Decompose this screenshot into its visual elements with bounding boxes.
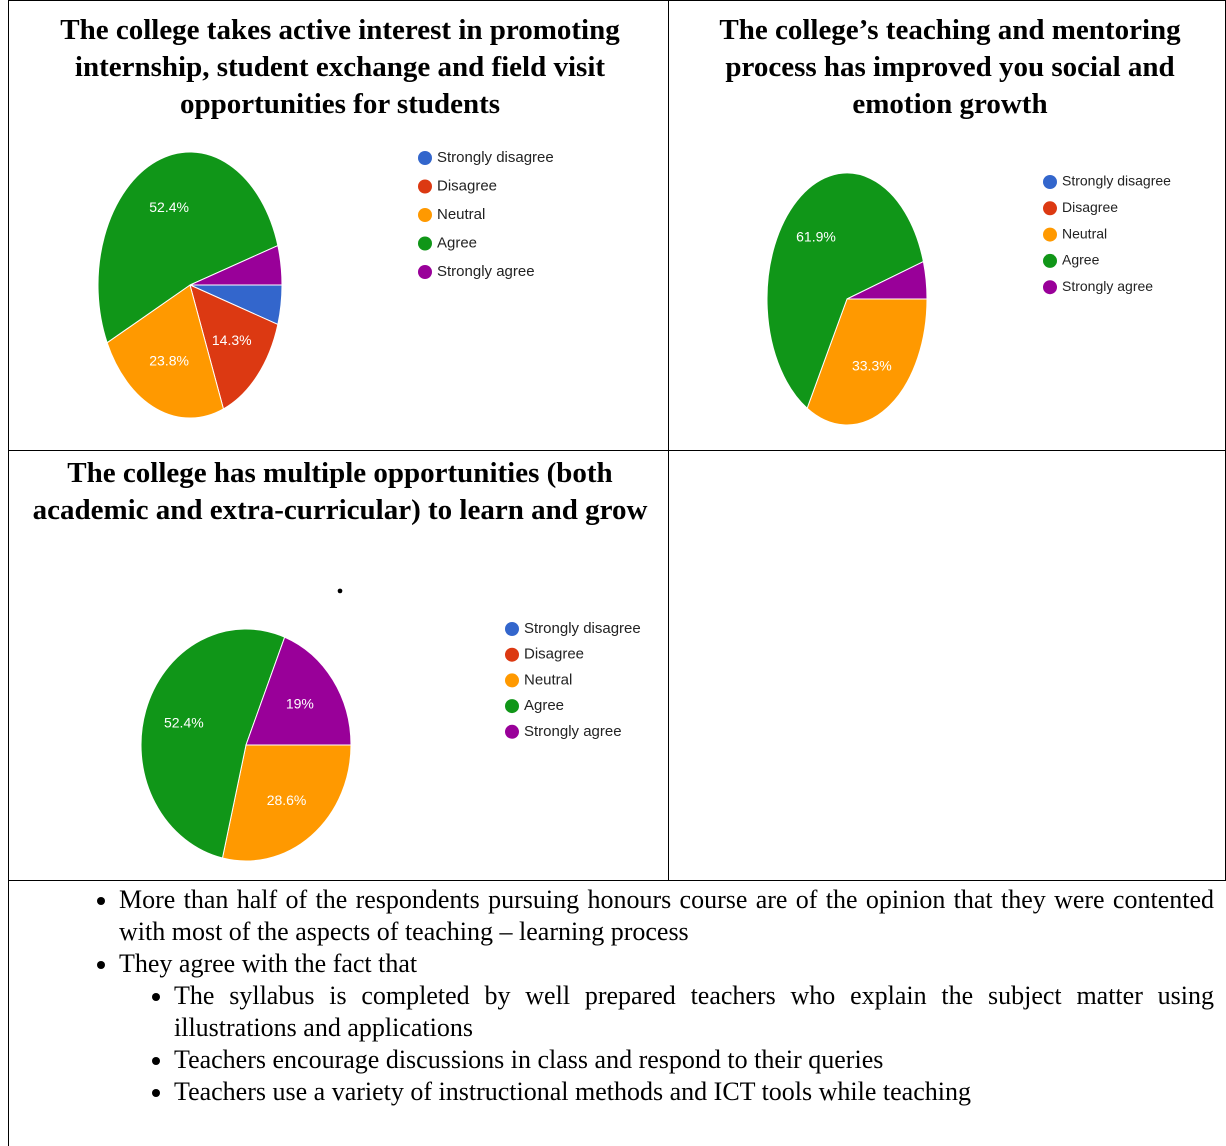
bullet-list: More than half of the respondents pursui… <box>9 884 1226 1108</box>
legend-label: Disagree <box>524 646 584 663</box>
legend-label: Neutral <box>524 671 572 688</box>
legend-marker <box>505 622 519 636</box>
legend-label: Strongly disagree <box>437 149 554 166</box>
pie-slice <box>140 628 286 859</box>
legend-marker <box>418 151 432 165</box>
chart-subtitle: . <box>336 568 344 600</box>
notes: More than half of the respondents pursui… <box>8 880 1226 1146</box>
legend-marker <box>505 673 519 688</box>
legend-marker <box>505 724 519 739</box>
data-label: 61.9% <box>796 229 836 245</box>
legend-label: Strongly agree <box>524 723 622 740</box>
data-label: 33.3% <box>852 357 892 373</box>
pie-slice <box>189 244 283 286</box>
pie-slice <box>846 260 928 300</box>
pie-slice <box>245 636 352 746</box>
legend-label: Disagree <box>437 177 497 194</box>
legend-marker <box>1043 280 1057 295</box>
legend-marker <box>418 265 432 279</box>
chart-title: The college’s teaching and mentoring pro… <box>719 14 1181 120</box>
bullet-text: They agree with the fact that <box>119 949 418 978</box>
pie-slice <box>97 151 279 344</box>
sub-bullet: The syllabus is completed by well prepar… <box>174 980 1214 1044</box>
data-label: 14.3% <box>212 332 252 348</box>
chart-title: The college takes active interest in pro… <box>60 14 620 120</box>
sub-bullet: Teachers encourage discussions in class … <box>174 1044 1214 1076</box>
legend-label: Neutral <box>437 206 485 223</box>
pie-slice <box>106 284 225 419</box>
pie-slice <box>766 172 924 410</box>
data-label: 52.4% <box>149 199 189 215</box>
pie-slice <box>189 284 279 410</box>
legend-label: Neutral <box>1062 225 1107 241</box>
legend-label: Strongly agree <box>1062 278 1153 294</box>
legend-marker <box>418 208 432 222</box>
chart-title: The college has multiple opportunities (… <box>32 457 648 526</box>
legend-label: Strongly disagree <box>1062 173 1171 189</box>
legend-marker <box>418 179 432 194</box>
data-label: 28.6% <box>267 792 307 808</box>
charts: 14.3% 23.8% 52.4% Strongly disagree Disagree… <box>97 149 1171 862</box>
pie-slice <box>806 298 928 426</box>
data-label: 23.8% <box>149 352 189 368</box>
bullet: They agree with the fact that The syllab… <box>119 948 1214 1108</box>
legend-label: Agree <box>1062 252 1100 268</box>
sub-list: The syllabus is completed by well prepar… <box>119 980 1214 1108</box>
legend-marker <box>1043 253 1057 268</box>
legend-marker <box>505 699 519 714</box>
legend-label: Agree <box>437 234 477 251</box>
legend-marker <box>1043 201 1057 216</box>
sub-bullet: Teachers use a variety of instructional … <box>174 1076 1214 1108</box>
legend-label: Strongly agree <box>437 263 535 280</box>
data-label: 52.4% <box>164 714 204 730</box>
pie-slice <box>221 744 352 862</box>
legend-label: Strongly disagree <box>524 620 641 637</box>
legend-label: Agree <box>524 697 564 714</box>
legend-marker <box>418 236 432 251</box>
legend-marker <box>505 647 519 662</box>
data-label: 19% <box>286 695 314 711</box>
legend-marker <box>1043 175 1057 189</box>
bullet: More than half of the respondents pursui… <box>119 884 1214 948</box>
legend-label: Disagree <box>1062 199 1118 215</box>
legend-marker <box>1043 227 1057 242</box>
